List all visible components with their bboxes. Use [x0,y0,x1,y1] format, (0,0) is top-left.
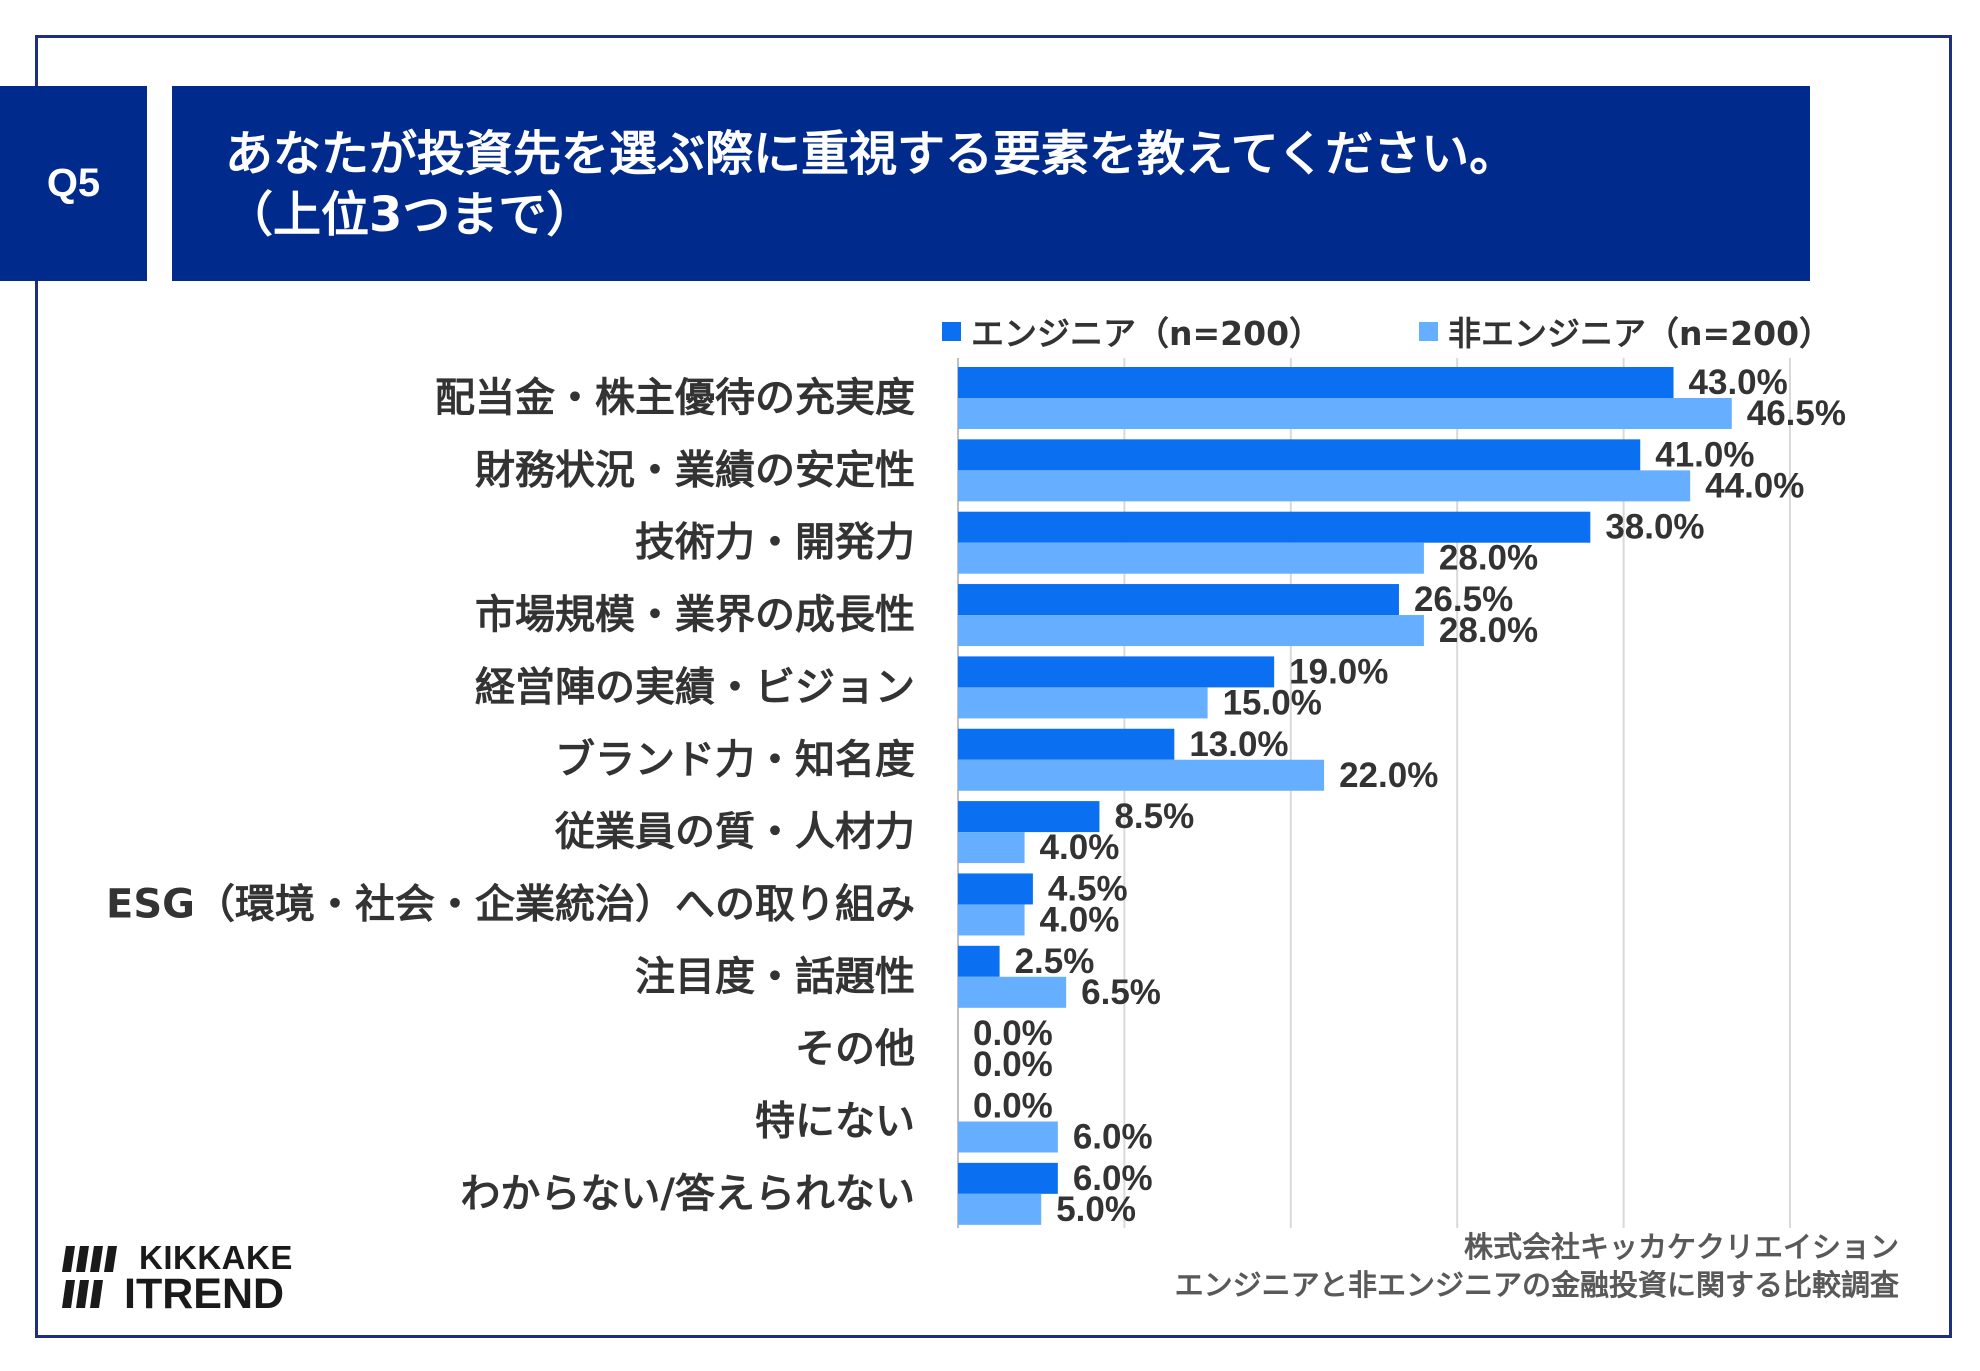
logo-stripe [90,1280,103,1308]
bar-engineer [958,945,1000,977]
value-label-engineer: 4.5% [1048,869,1128,908]
value-label-engineer: 0.0% [973,1014,1053,1053]
logo-icon [62,1246,117,1308]
bar-non-engineer [958,1121,1058,1153]
bar-non-engineer [958,542,1424,574]
value-label-non-engineer: 6.0% [1073,1118,1153,1157]
logo-stripe [104,1246,117,1272]
category-label: わからない/答えられない [460,1171,915,1217]
title-line-1: あなたが投資先を選ぶ際に重視する要素を教えてください。 [225,126,1518,182]
bar-engineer [958,511,1591,543]
bar-engineer [958,801,1100,833]
value-label-engineer: 6.0% [1073,1159,1153,1198]
category-label: 注目度・話題性 [635,954,915,1000]
value-label-non-engineer: 28.0% [1439,611,1538,650]
value-label-engineer: 26.5% [1414,580,1513,619]
value-label-engineer: 8.5% [1114,797,1194,836]
bar-engineer [958,367,1674,398]
legend-item-engineer: エンジニア（n=200） [942,311,1322,353]
bar-non-engineer [958,470,1691,502]
logo-stripe [62,1246,75,1272]
bar-engineer [958,728,1175,760]
value-label-non-engineer: 4.0% [1040,900,1120,939]
legend-label-engineer: エンジニア（n=200） [971,314,1323,353]
category-label: 特にない [755,1099,915,1145]
legend-item-non-engineer: 非エンジニア（n=200） [1419,311,1832,353]
question-badge: Q5 [0,86,147,281]
category-labels: 配当金・株主優待の充実度財務状況・業績の安定性技術力・開発力市場規模・業界の成長… [106,375,915,1217]
question-title: あなたが投資先を選ぶ際に重視する要素を教えてください。 （上位3つまで） [172,86,1810,281]
value-label-engineer: 0.0% [973,1087,1053,1126]
logo-stripe [76,1280,89,1308]
logo-stripe [62,1280,75,1308]
bar-engineer [958,584,1399,616]
value-label-engineer: 43.0% [1689,363,1788,402]
value-label-non-engineer: 44.0% [1705,466,1804,505]
value-label-non-engineer: 28.0% [1439,539,1538,578]
bar-non-engineer [958,1193,1042,1225]
bar-non-engineer [958,759,1325,791]
logo-text-kikkake: KIKKAKE [139,1239,293,1276]
logo: KIKKAKE ITREND [62,1239,302,1318]
legend-swatch-non-engineer [1419,321,1438,341]
value-label-engineer: 19.0% [1289,652,1388,691]
value-label-engineer: 38.0% [1605,508,1704,547]
value-label-engineer: 41.0% [1655,435,1754,474]
category-label: 市場規模・業界の成長性 [475,592,915,638]
bar-non-engineer [958,832,1025,864]
category-label: ブランド力・知名度 [555,737,915,783]
source-line-survey: エンジニアと非エンジニアの金融投資に関する比較調査 [1174,1268,1899,1302]
category-label: 財務状況・業績の安定性 [475,447,915,493]
bar-non-engineer [958,904,1025,936]
category-label: 配当金・株主優待の充実度 [435,375,915,421]
value-label-non-engineer: 46.5% [1747,394,1846,433]
category-label: 技術力・開発力 [635,520,915,566]
value-label-engineer: 13.0% [1189,725,1288,764]
value-label-non-engineer: 6.5% [1081,973,1161,1012]
bar-engineer [958,873,1033,905]
category-label: ESG（環境・社会・企業統治）への取り組み [106,881,915,927]
question-number: Q5 [46,161,101,205]
bar-non-engineer [958,976,1067,1008]
value-labels: 43.0%46.5%41.0%44.0%38.0% 28.0%26.5%28.0%… [973,363,1846,1229]
value-label-non-engineer: 15.0% [1223,683,1322,722]
source-note: 株式会社キッカケクリエイション エンジニアと非エンジニアの金融投資に関する比較調… [1175,1228,1899,1304]
logo-stripe [90,1246,103,1272]
category-label: 経営陣の実績・ビジョン [475,664,915,710]
bar-non-engineer [958,398,1732,429]
title-line-2: （上位3つまで） [225,187,595,243]
bar-engineer [958,656,1275,688]
source-line-company: 株式会社キッカケクリエイション [1463,1230,1899,1264]
value-label-engineer: 2.5% [1015,942,1095,981]
bars [958,367,1732,1225]
logo-stripe [76,1246,89,1272]
category-label: その他 [795,1026,915,1072]
value-label-non-engineer: 0.0% [973,1045,1053,1084]
bar-engineer [958,439,1641,471]
chart-frame [35,35,1952,1338]
bar-non-engineer [958,615,1424,647]
bar-engineer [958,1162,1058,1194]
gridlines [957,358,1791,1228]
legend-swatch-engineer [942,321,961,341]
value-label-non-engineer: 4.0% [1040,828,1120,867]
logo-text-itrend: ITREND [124,1270,285,1318]
value-label-non-engineer: 22.0% [1339,756,1438,795]
value-label-non-engineer: 5.0% [1056,1190,1136,1229]
category-label: 従業員の質・人材力 [554,809,915,855]
bar-non-engineer [958,687,1208,719]
legend-label-non-engineer: 非エンジニア（n=200） [1448,314,1833,353]
